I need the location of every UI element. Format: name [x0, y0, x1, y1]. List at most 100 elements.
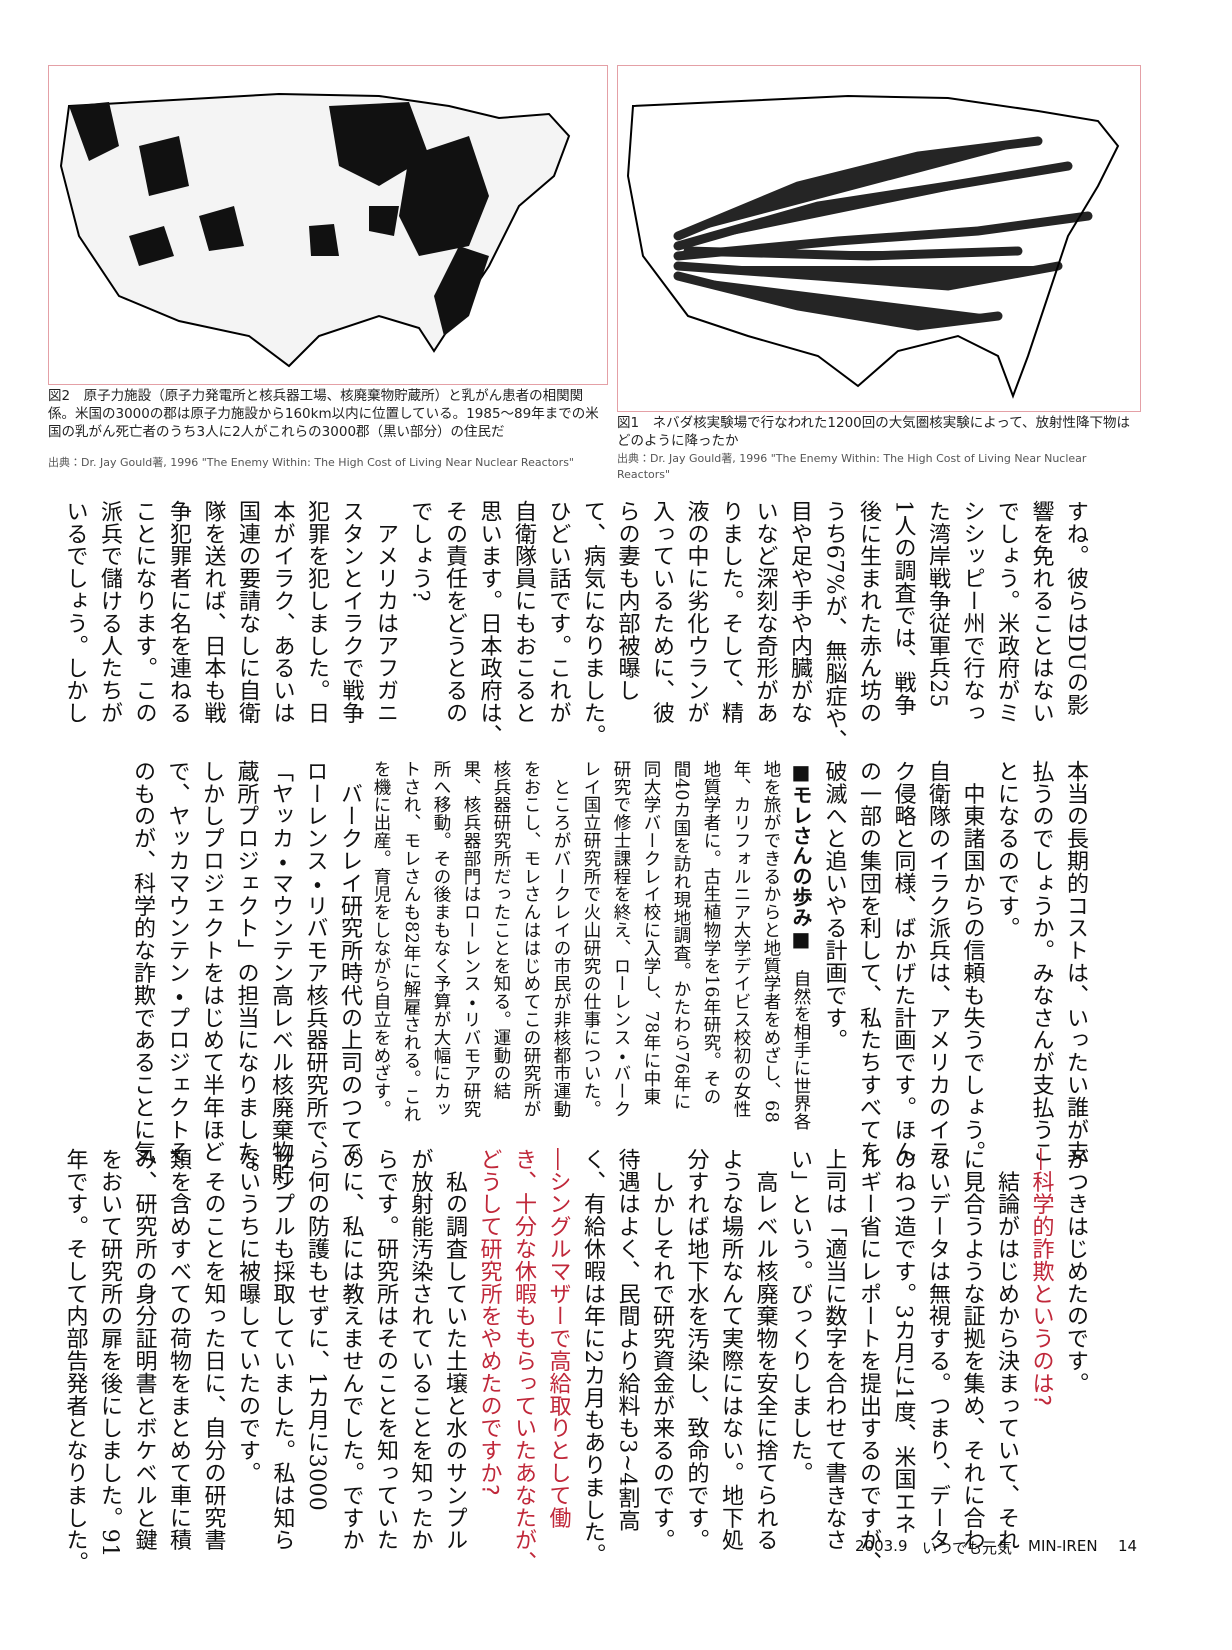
text-column: スタンとイラクで戦争 [338, 500, 364, 724]
text-column: 犯罪を犯しました。日 [304, 500, 329, 724]
fallout-streaks [673, 136, 1093, 331]
profile-text: レイ国立研究所で火山研究の仕事についた。 [581, 760, 601, 1118]
text-column: 後に生まれた赤ん坊の [856, 500, 881, 724]
text-column: 思います。日本政府は、 [476, 500, 502, 747]
profile-column: 所へ移動。その後まもなく予算が大幅にカッ [426, 760, 456, 1140]
text-column: うち67%が、無脳症や、 [821, 500, 847, 752]
text-column: 争犯罪者に名を連ねる [166, 500, 191, 724]
text-column: しかしプロジェクトをはじめて半年ほど [199, 760, 224, 1164]
text-column: が放射能汚染されていることを知ったか [407, 1148, 433, 1552]
footer-magazine: いつでも元気 [922, 1539, 1013, 1557]
profile-text: ところがバークレイの市民が非核都市運動 [551, 760, 571, 1118]
text-column: のねつ造です。3カ月に1度、米国エネ [890, 1148, 916, 1536]
profile-text: 研究で修士課程を終え、ローレンス・バーク [611, 760, 631, 1118]
text-column: とになるのです。 [994, 760, 1019, 940]
text-column: 年です。そして内部告発者となりました。 [62, 1148, 88, 1574]
text-column: 本がイラク、あるいは [269, 500, 295, 724]
footer-date: 2003.9 [855, 1537, 908, 1555]
figure-source: 出典：Dr. Jay Gould著, 1996 "The Enemy Withi… [48, 456, 574, 469]
text-column: 本当の長期的コストは、いったい誰が支 [1063, 760, 1088, 1164]
text-column: で、ヤッカマウンテン・プロジェクトそ [164, 760, 190, 1164]
text-column: い」という。びっくりしました。 [787, 1148, 812, 1484]
text-column: 液の中に劣化ウランが [683, 500, 709, 724]
question-column: どうして研究所をやめたのですか? [476, 1148, 502, 1497]
page-number: 14 [1118, 1537, 1138, 1555]
text-column: 目や足や手や内臓がな [787, 500, 812, 724]
figure-map-left [48, 65, 608, 385]
question-column: き、十分な休暇ももらっていたあなたが、 [511, 1148, 536, 1574]
text-column: ことになります。この [131, 500, 157, 724]
profile-column: 地を旅ができるからと地質学者をめざし、68 [756, 760, 786, 1140]
profile-column: ところがバークレイの市民が非核都市運動 [546, 760, 576, 1140]
profile-column: 間40カ国を訪れ現地調査。かたわら76年に [666, 760, 696, 1140]
profile-text: 地質学者に。古生植物学を16年研究。その [701, 760, 721, 1106]
text-column: 分すれば地下水を汚染し、致命的です。 [683, 1148, 709, 1552]
text-column: ローレンス・リバモア核兵器研究所で、 [302, 760, 328, 1164]
profile-column: 年、カリフォルニア大学デイビス校初の女性 [726, 760, 756, 1140]
text-column: らの妻も内部被曝し [614, 500, 640, 702]
text-column: 上司は「適当に数字を合わせて書きなさ [821, 1148, 847, 1552]
profile-text: 果、核兵器部門はローレンス・リバモア研究 [461, 760, 481, 1118]
text-column: シシッピー州で行なっ [959, 500, 985, 724]
text-column: 破滅へと追いやる計画です。 [821, 760, 847, 1052]
profile-column: をおこし、モレさんははじめてこの研究所が [516, 760, 546, 1140]
text-column: 自衛隊員にもおこると [511, 500, 536, 724]
profile-column: 核兵器研究所だったことを知る。運動の結 [486, 760, 516, 1140]
profile-text: を機に出産。育児をしながら自立をめざす。 [371, 760, 391, 1118]
profile-text: 同大学バークレイ校に入学し、78年に中東 [641, 760, 661, 1106]
text-column: 中東諸国からの信頼も失うでしょう。 [959, 760, 985, 1164]
question-column: ―シングルマザーで高給取りとして働 [545, 1148, 571, 1529]
text-column: でしょう。米政府がミ [994, 500, 1019, 724]
text-column: 自衛隊のイラク派兵は、アメリカのイラ [925, 760, 950, 1164]
text-tier: すね。彼らはDUの影 響を免れることはない でしょう。米政府がミ シシッピー州で行なっ… [57, 500, 1092, 752]
text-column: 国連の要請なしに自衛 [235, 500, 260, 724]
text-column: しかしそれで研究資金が来るのです。 [649, 1148, 674, 1552]
text-column: 隊を送れば、日本も戦 [200, 500, 226, 724]
figure-caption: 図2 原子力施設（原子力発電所と核兵器工場、核廃棄物貯蔵所）と乳がん患者の相関関… [48, 388, 599, 440]
text-column: 高レベル核廃棄物を安全に捨てられる [752, 1148, 778, 1552]
text-tier: がつきはじめたのです。 ―科学的詐欺というのは? 結論がはじめから決まっていて、そ… [57, 1148, 1092, 1574]
text-column: ないデータは無視する。つまり、データ [925, 1148, 950, 1552]
profile-column: レイ国立研究所で火山研究の仕事についた。 [576, 760, 606, 1140]
text-column: すね。彼らはDUの影 [1063, 500, 1088, 717]
figure-map-right [617, 65, 1141, 412]
text-column: 1人の調査では、戦争 [890, 500, 916, 716]
text-column: 「ヤッカ・マウンテン高レベル核廃棄物貯 [268, 760, 293, 1186]
figure-caption: 図1 ネバダ核実験場で行なわれた1200回の大気圏核実験によって、放射性降下物は… [617, 415, 1131, 449]
text-tier: 本当の長期的コストは、いったい誰が支 払うのでしょうか。みなさんが支払うこ とになる… [125, 760, 1093, 1186]
text-column: そのことを知った日に、自分の研究書 [200, 1148, 226, 1552]
question-column: ―科学的詐欺というのは? [1028, 1148, 1054, 1407]
text-column: バークレイ研究所時代の上司のつてで [337, 760, 362, 1164]
text-column: ク侵略と同様、ばかげた計画です。ほん [890, 760, 916, 1164]
profile-text: 自然を相手に世界各 [791, 969, 811, 1131]
profile-text: トされ、モレさんも82年に解雇される。これ [401, 760, 421, 1124]
text-column: み、研究所の身分証明書とボケベルと鍵 [131, 1148, 157, 1552]
profile-column: 果、核兵器部門はローレンス・リバモア研究 [456, 760, 486, 1140]
text-column: 派兵で儲ける人たちが [97, 500, 122, 724]
figure-source: 出典：Dr. Jay Gould著, 1996 "The Enemy Withi… [617, 452, 1087, 481]
text-column: 待遇はよく、民間より給料も3~4割高 [614, 1148, 640, 1532]
profile-column: 地質学者に。古生植物学を16年研究。その [696, 760, 726, 1140]
profile-heading: ■モレさんの歩み■ [789, 760, 813, 952]
text-column: た湾岸戦争従軍兵25 [925, 500, 950, 708]
text-column: 類を含めすべての荷物をまとめて車に積 [166, 1148, 191, 1552]
profile-text: 間40カ国を訪れ現地調査。かたわら76年に [671, 760, 691, 1111]
text-column: りました。そして、精 [718, 500, 743, 724]
text-column: のものが、科学的な詐欺であることに気 [130, 760, 155, 1164]
text-column: いなど深刻な奇形があ [752, 500, 778, 724]
text-column: ないうちに被曝していたのです。 [235, 1148, 260, 1484]
text-column: その責任をどうとるの [442, 500, 467, 724]
text-column: らです。研究所はそのことを知っていた [373, 1148, 398, 1552]
text-column: いるでしょう。しかし [62, 500, 88, 724]
text-column: 入っているために、彼 [649, 500, 674, 724]
text-column: アメリカはアフガニ [373, 500, 398, 724]
text-column: の一部の集団を利して、私たちすべてを [856, 760, 881, 1164]
footer-publisher: MIN-IREN [1028, 1537, 1098, 1555]
profile-column: ■モレさんの歩み■ 自然を相手に世界各 [786, 760, 816, 1140]
profile-text: 年、カリフォルニア大学デイビス校初の女性 [731, 760, 751, 1118]
text-column: 私の調査していた土壌と水のサンプル [442, 1148, 467, 1552]
text-column: に見合うような証拠を集め、それに合わ [959, 1148, 985, 1552]
text-column: 払うのでしょうか。みなさんが支払うこ [1028, 760, 1054, 1164]
map-image [626, 94, 1120, 399]
